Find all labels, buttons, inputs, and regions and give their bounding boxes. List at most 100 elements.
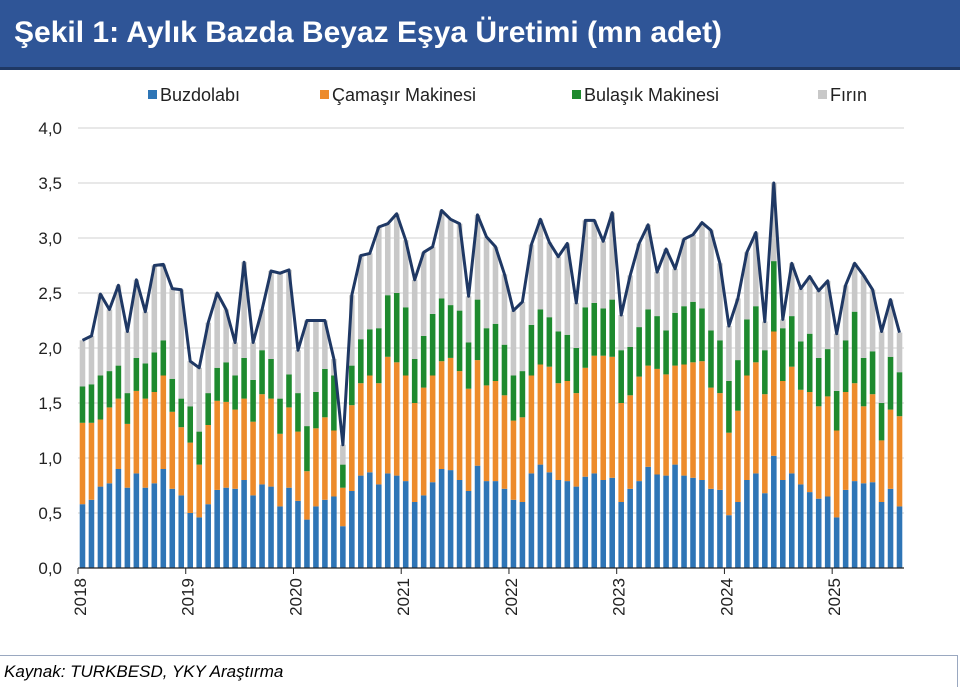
legend-label: Buzdolabı — [160, 85, 240, 105]
bar-segment — [214, 293, 220, 368]
bar-segment — [106, 483, 113, 568]
bar-segment — [223, 309, 229, 363]
bar-segment — [465, 296, 472, 343]
bar-segment — [196, 464, 202, 518]
bar-segment — [824, 396, 831, 497]
bar-segment — [627, 346, 633, 396]
bar-segment — [636, 243, 642, 328]
bar-segment — [797, 389, 804, 485]
bar-segment — [241, 357, 247, 399]
bar-segment — [268, 359, 274, 399]
legend-swatch — [148, 90, 157, 99]
bar-segment — [672, 268, 678, 313]
bar-segment — [528, 473, 535, 568]
bar-segment — [564, 381, 571, 482]
bar-segment — [151, 483, 158, 568]
bar-segment — [896, 416, 903, 507]
bar-segment — [627, 488, 633, 568]
bar-segment — [753, 362, 759, 474]
bar-segment — [663, 475, 669, 568]
bar-segment — [618, 403, 624, 502]
bar-segment — [654, 474, 660, 568]
bar-segment — [726, 381, 732, 433]
bar-segment — [205, 393, 211, 425]
bar-segment — [797, 288, 804, 342]
bar-segment — [528, 375, 535, 474]
bar-segment — [609, 212, 615, 300]
bar-segment — [187, 361, 194, 407]
bar-segment — [438, 298, 445, 362]
bar-segment — [133, 357, 140, 391]
bar-segment — [663, 249, 669, 331]
bar-segment — [349, 405, 355, 491]
bar-segment — [824, 349, 831, 397]
bar-segment — [169, 488, 176, 568]
bar-segment — [555, 331, 562, 384]
y-tick-label: 0,0 — [38, 559, 62, 578]
y-tick-label: 3,5 — [38, 174, 62, 193]
chart-svg: Buzdolabı Çamaşır Makinesi Bulaşık Makines… — [38, 85, 904, 616]
bar-segment — [250, 342, 256, 380]
bar-segment — [609, 299, 615, 357]
bar-segment — [735, 502, 741, 568]
bar-segment — [384, 295, 391, 357]
bar-segment — [806, 392, 813, 493]
bar-segment — [762, 321, 768, 351]
bar-segment — [241, 262, 247, 358]
bar-segment — [384, 356, 391, 474]
bar-segment — [654, 368, 660, 475]
bar-segment — [887, 299, 894, 357]
bar-segment — [492, 481, 499, 568]
bar-segment — [663, 374, 669, 476]
bar-segment — [519, 301, 526, 372]
bar-segment — [97, 486, 104, 568]
bar-segment — [79, 504, 86, 568]
bar-segment — [878, 440, 885, 502]
legend-label: Bulaşık Makinesi — [584, 85, 719, 105]
bar-segment — [79, 422, 86, 505]
bar-segment — [887, 409, 894, 489]
bar-segment — [223, 362, 229, 402]
bar-segment — [151, 352, 158, 392]
bar-segment — [744, 375, 750, 480]
x-tick-label: 2018 — [71, 578, 90, 616]
bar-segment — [340, 487, 346, 527]
bar-segment — [259, 309, 265, 351]
bar-segment — [636, 376, 642, 482]
bar-segment — [160, 469, 167, 568]
bar-segment — [824, 280, 831, 350]
bar-segment — [375, 383, 382, 485]
bar-segment — [573, 348, 580, 394]
bar-segment — [223, 487, 229, 568]
bar-segment — [340, 464, 346, 488]
bar-segment — [313, 506, 319, 568]
bar-segment — [420, 387, 427, 496]
bar-segment — [286, 487, 292, 568]
bar-segment — [501, 488, 508, 568]
bar-segment — [771, 455, 777, 568]
bar-segment — [483, 481, 490, 568]
bar-segment — [860, 406, 867, 484]
x-tick-label: 2020 — [286, 578, 305, 616]
bar-segment — [797, 484, 804, 568]
bar-segment — [142, 311, 149, 364]
bar-segment — [465, 388, 472, 491]
bar-segment — [322, 320, 328, 369]
bar-segment — [402, 307, 409, 376]
bars — [79, 183, 903, 568]
bar-segment — [268, 271, 274, 359]
bar-segment — [349, 365, 355, 406]
bar-segment — [483, 328, 490, 386]
bar-segment — [672, 312, 678, 366]
bar-segment — [196, 367, 202, 432]
bar-segment — [295, 500, 301, 568]
bar-segment — [106, 371, 113, 408]
bar-segment — [277, 433, 283, 507]
axes: 0,0 0,5 1,0 1,5 2,0 2,5 3,0 3,5 4,0 2018 2019 2020 2… — [38, 119, 904, 616]
bar-segment — [636, 327, 642, 377]
bar-segment — [708, 387, 714, 489]
bar-segment — [492, 246, 499, 324]
y-tick-label: 2,5 — [38, 284, 62, 303]
legend-swatch — [572, 90, 581, 99]
bar-segment — [411, 502, 418, 568]
